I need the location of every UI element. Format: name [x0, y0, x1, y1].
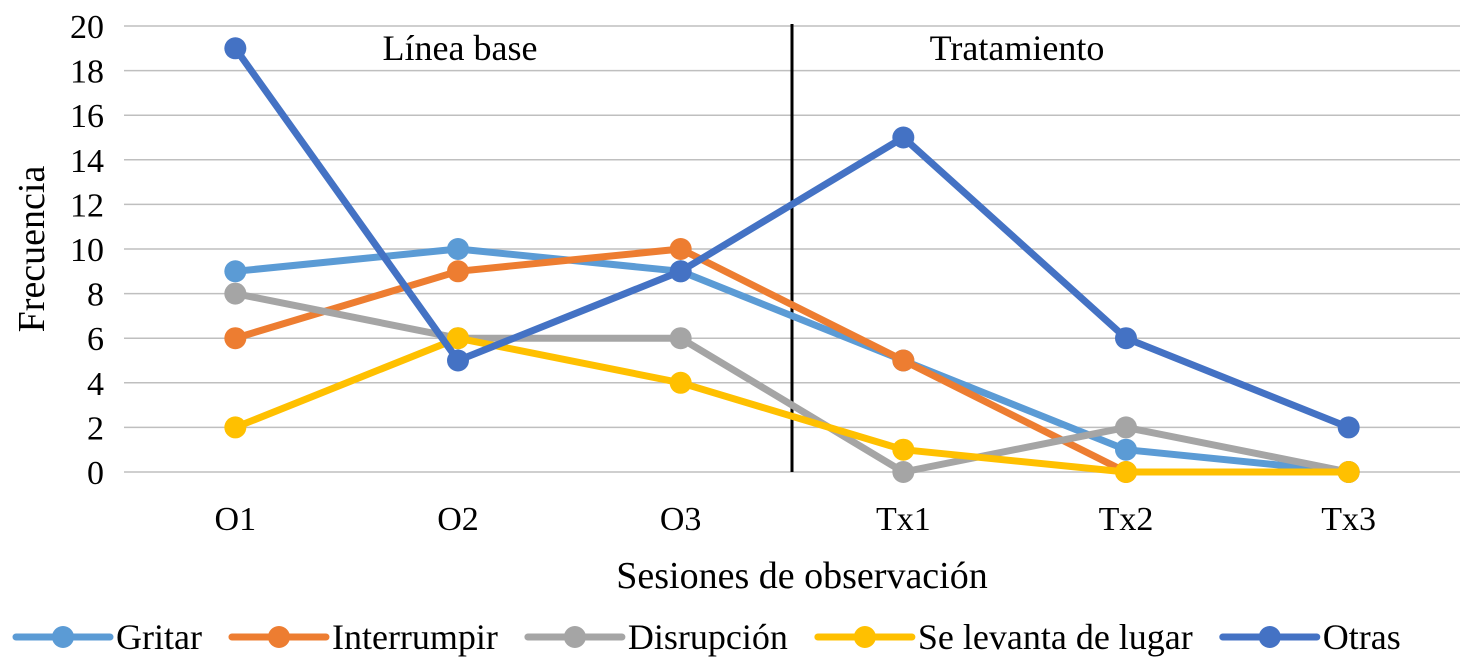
data-point: [224, 416, 247, 439]
x-tick-label: Tx3: [1321, 501, 1376, 538]
data-point: [669, 371, 692, 394]
phase-label-treatment: Tratamiento: [930, 28, 1105, 68]
legend-label: Disrupción: [628, 617, 788, 657]
data-point: [892, 461, 915, 483]
legend-label: Gritar: [116, 617, 202, 657]
series-se-levanta-de-lugar: [224, 327, 1360, 483]
data-point: [1115, 416, 1137, 439]
legend-swatch-marker: [52, 626, 74, 648]
legend-label: Interrumpir: [332, 617, 498, 657]
data-point: [1115, 327, 1137, 350]
series-line: [231, 334, 1353, 476]
y-tick-label: 2: [87, 410, 104, 447]
data-point: [892, 349, 915, 372]
y-tick-label: 16: [70, 98, 104, 135]
y-tick-label: 6: [87, 321, 104, 358]
legend-item: Interrumpir: [228, 617, 498, 657]
y-tick-label: 18: [70, 54, 104, 91]
series-otras: [224, 37, 1360, 439]
x-tick-label: O3: [660, 501, 702, 538]
data-point: [1337, 461, 1360, 483]
data-point: [1115, 461, 1137, 483]
data-point: [669, 260, 692, 283]
series-line: [231, 44, 1353, 431]
phase-label-baseline: Línea base: [383, 28, 538, 68]
series-line: [231, 245, 1353, 476]
data-point: [224, 37, 247, 60]
x-tick-label: Tx1: [876, 501, 931, 538]
x-tick-label: O1: [215, 501, 257, 538]
data-point: [447, 238, 469, 260]
data-point: [1115, 438, 1137, 461]
y-tick-label: 4: [87, 366, 104, 403]
y-axis: 0 2 4 6 8 10 12 14 16 18 20: [70, 9, 104, 492]
x-axis: O1 O2 O3 Tx1 Tx2 Tx3: [215, 501, 1377, 538]
legend-label: Otras: [1323, 617, 1401, 657]
data-point: [447, 349, 469, 372]
legend-item: Gritar: [12, 617, 202, 657]
y-tick-label: 8: [87, 277, 104, 314]
data-point: [1337, 416, 1360, 439]
legend-swatch-marker: [1258, 626, 1281, 648]
data-point: [892, 126, 915, 149]
data-point: [447, 327, 469, 350]
y-tick-label: 0: [87, 455, 104, 492]
legend-swatch-marker: [563, 626, 586, 648]
y-tick-label: 10: [70, 232, 104, 269]
y-tick-label: 12: [70, 187, 104, 224]
y-tick-label: 20: [70, 9, 104, 46]
data-point: [892, 438, 915, 461]
data-point: [447, 260, 469, 283]
data-point: [224, 260, 247, 283]
x-tick-label: Tx2: [1099, 501, 1154, 538]
x-tick-label: O2: [437, 501, 479, 538]
legend-item: Disrupción: [524, 617, 788, 657]
data-point: [669, 238, 692, 260]
data-point: [669, 327, 692, 350]
y-tick-label: 14: [70, 143, 104, 180]
legend-item: Se levanta de lugar: [814, 617, 1193, 657]
y-axis-title: Frecuencia: [11, 166, 53, 333]
legend-swatch-marker: [853, 626, 876, 648]
data-point: [224, 327, 247, 350]
legend-label: Se levanta de lugar: [918, 617, 1193, 657]
legend-swatch-marker: [267, 626, 290, 648]
legend-item: Otras: [1219, 617, 1401, 657]
legend: Gritar Interrumpir Disrupción Se levanta de…: [12, 617, 1401, 657]
series-group: [224, 37, 1360, 483]
data-point: [224, 282, 247, 305]
x-axis-title: Sesiones de observación: [616, 555, 987, 597]
series-line: [231, 290, 1353, 476]
